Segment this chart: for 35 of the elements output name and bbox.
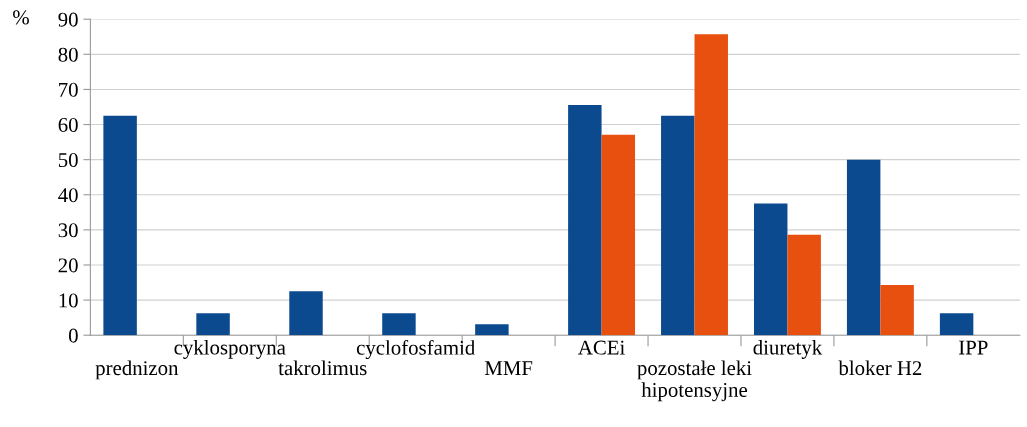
x-tick-label: ACEi xyxy=(578,340,625,355)
x-tick-label: prednizon xyxy=(95,360,179,380)
bar xyxy=(103,115,137,336)
x-tick-label: MMF xyxy=(484,361,533,375)
y-tick-label: 10 xyxy=(59,293,78,308)
bar xyxy=(382,313,416,336)
bar xyxy=(787,234,821,336)
x-tick-label: pozostałe leki hipotensyjne xyxy=(637,360,752,402)
bar xyxy=(196,313,230,336)
x-tick-label: IPP xyxy=(959,340,988,355)
y-tick-label: 70 xyxy=(59,82,78,97)
y-tick-label: 50 xyxy=(58,153,78,168)
bar xyxy=(694,34,728,336)
x-tick-label: bloker H2 xyxy=(838,360,922,376)
bar xyxy=(880,284,914,336)
bar xyxy=(753,203,788,336)
x-tick-label: takrolimus xyxy=(278,360,367,376)
y-tick-label: 80 xyxy=(58,47,78,62)
bar xyxy=(846,159,881,336)
bar xyxy=(661,115,695,336)
bar xyxy=(289,291,323,336)
x-tick-label: cyclofosfamid xyxy=(356,339,476,360)
y-tick-label: 90 xyxy=(58,12,78,27)
bar xyxy=(568,104,602,336)
bar xyxy=(601,134,636,336)
y-tick-label: 40 xyxy=(58,188,78,203)
y-tick-label: 0 xyxy=(68,328,78,343)
y-tick-label: 30 xyxy=(58,223,78,238)
bar xyxy=(475,324,509,336)
x-tick-label: cyklosporyna xyxy=(174,339,286,359)
y-tick-label: 20 xyxy=(58,258,78,273)
x-tick-label: diuretyk xyxy=(753,339,823,359)
bar xyxy=(939,313,974,336)
y-tick-label: 60 xyxy=(58,117,78,132)
y-axis-title: % xyxy=(13,10,29,25)
